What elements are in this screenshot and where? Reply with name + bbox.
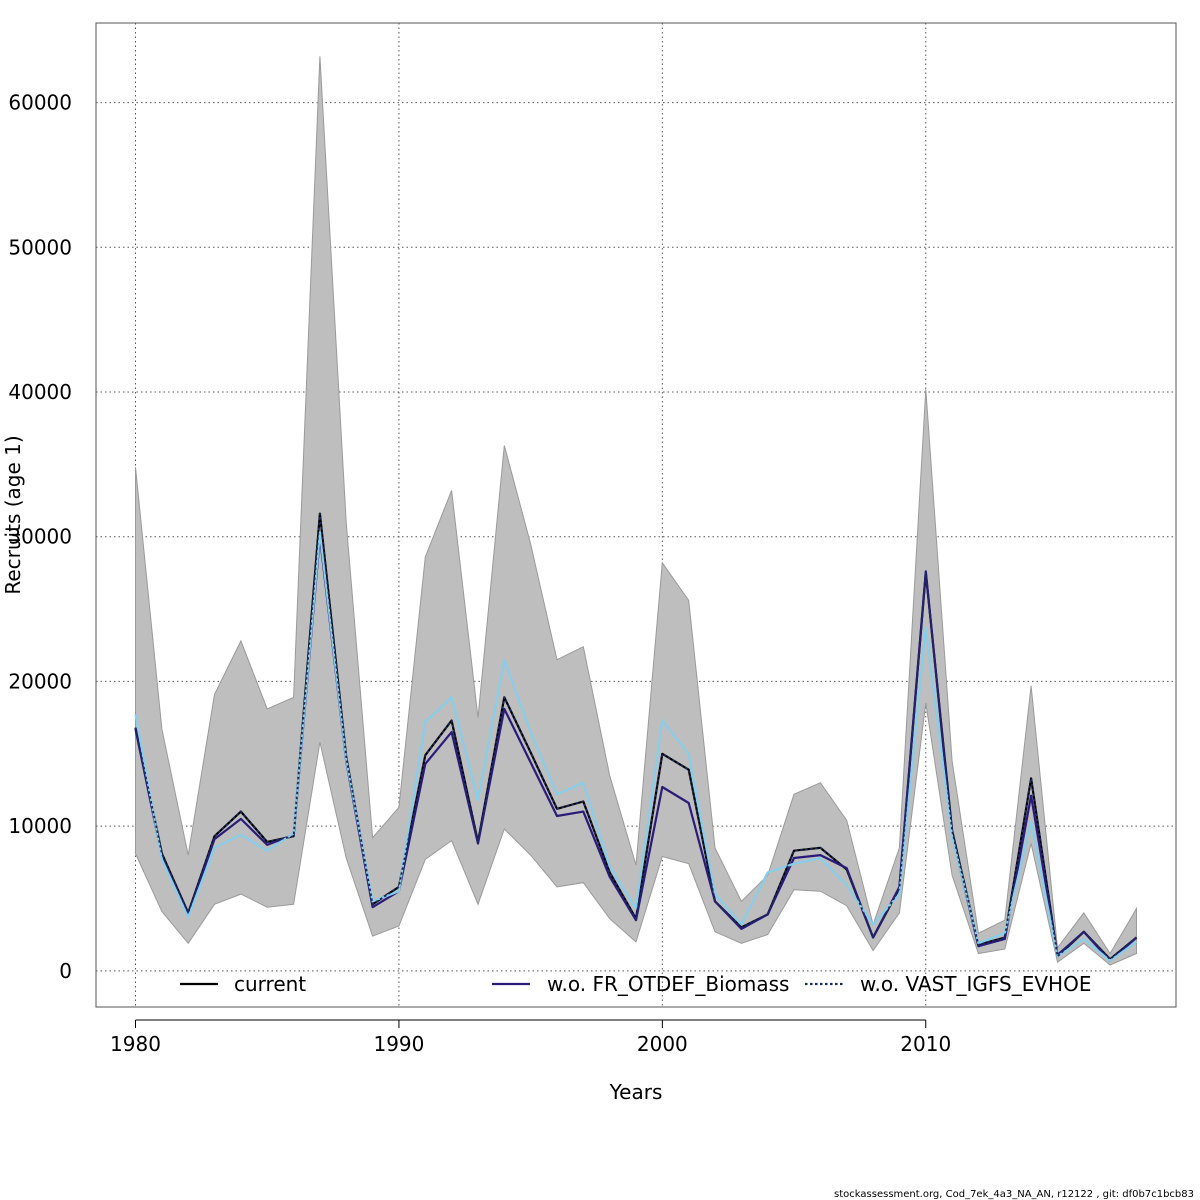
y-tick-label-0: 0 <box>59 959 72 983</box>
series-lines-layer <box>134 512 1138 962</box>
confidence-band-layer <box>135 56 1137 966</box>
legend-label-current: current <box>234 972 306 996</box>
x-tick-label-2000: 2000 <box>637 1032 688 1056</box>
x-axis-title: Years <box>609 1080 663 1104</box>
x-tick-label-1980: 1980 <box>110 1032 161 1056</box>
confidence-band <box>135 56 1137 966</box>
legend-label-w-o-vast-igfs-evhoe: w.o. VAST_IGFS_EVHOE <box>860 972 1091 996</box>
y-tick-label-10000: 10000 <box>8 814 72 838</box>
plot-frame <box>95 22 1177 1008</box>
y-tick-label-30000: 30000 <box>8 525 72 549</box>
y-tick-label-60000: 60000 <box>8 91 72 115</box>
y-axis-title: Recruits (age 1) <box>1 435 25 594</box>
legend: current w.o. FR_OTDEF_Biomass w.o. VAST_IG… <box>180 972 1091 996</box>
x-tick-label-2010: 2010 <box>900 1032 951 1056</box>
y-tick-label-50000: 50000 <box>8 235 72 259</box>
axes-layer: 1980 1990 2000 2010 0 10000 20000 30000 40000 500… <box>8 91 951 1056</box>
y-tick-label-40000: 40000 <box>8 380 72 404</box>
footer-source-note: stockassessment.org, Cod_7ek_4a3_NA_AN, … <box>834 1189 1194 1200</box>
y-tick-label-20000: 20000 <box>8 669 72 693</box>
x-tick-label-1990: 1990 <box>373 1032 424 1056</box>
legend-label-w-o-fr-otdef-biomass: w.o. FR_OTDEF_Biomass <box>547 972 789 996</box>
series-line-w-o-vast-igfs-evhoe-dashed-3 <box>134 512 1138 961</box>
